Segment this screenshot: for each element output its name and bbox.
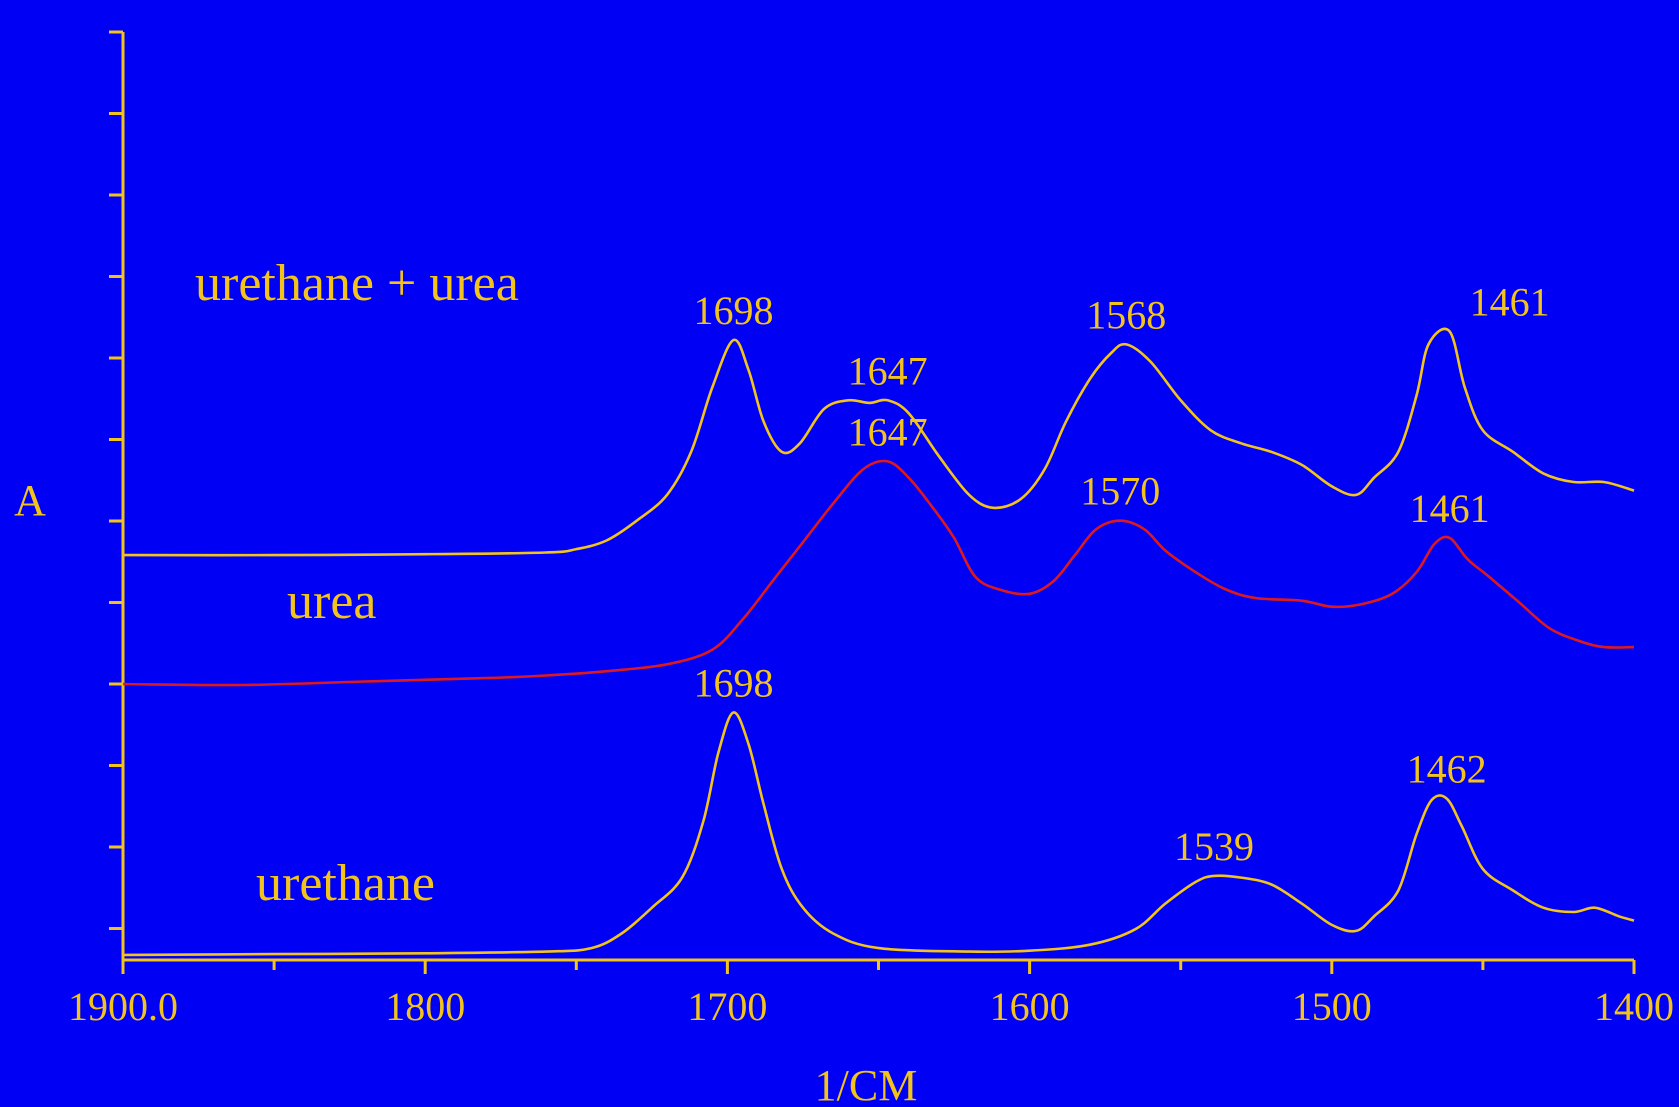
peak-annotation: 1698 (693, 660, 773, 705)
peak-annotation: 1647 (848, 348, 928, 393)
peak-annotation: 1570 (1080, 469, 1160, 514)
peak-annotation: 1698 (693, 288, 773, 333)
series-line (122, 327, 1635, 557)
x-axis-title: 1/CM (815, 1061, 918, 1107)
peak-annotation: 1462 (1407, 746, 1487, 791)
series-label: urethane (256, 855, 435, 912)
x-tick-label: 1400 (1594, 984, 1674, 1029)
x-tick-label: 1600 (990, 984, 1070, 1029)
x-tick-label: 1800 (385, 984, 465, 1029)
x-tick-label: 1900.0 (68, 984, 178, 1029)
chart-text: 1900.0 1800 1700 1600 1500 1400 1/CM Aurethane … (14, 255, 1674, 1107)
peak-annotation: 1461 (1470, 280, 1550, 325)
y-axis-title: A (14, 476, 46, 525)
series-line (122, 459, 1635, 687)
x-tick-label: 1500 (1292, 984, 1372, 1029)
x-tick-label: 1700 (687, 984, 767, 1029)
peak-annotation: 1461 (1410, 486, 1490, 531)
peak-annotation: 1568 (1086, 292, 1166, 337)
peak-annotation: 1539 (1174, 824, 1254, 869)
series-label: urea (287, 573, 376, 630)
series-line (122, 711, 1635, 957)
peak-annotation: 1647 (848, 409, 928, 454)
spectrum-lines (122, 327, 1635, 957)
axes (109, 30, 1636, 974)
series-label: urethane + urea (195, 255, 519, 312)
